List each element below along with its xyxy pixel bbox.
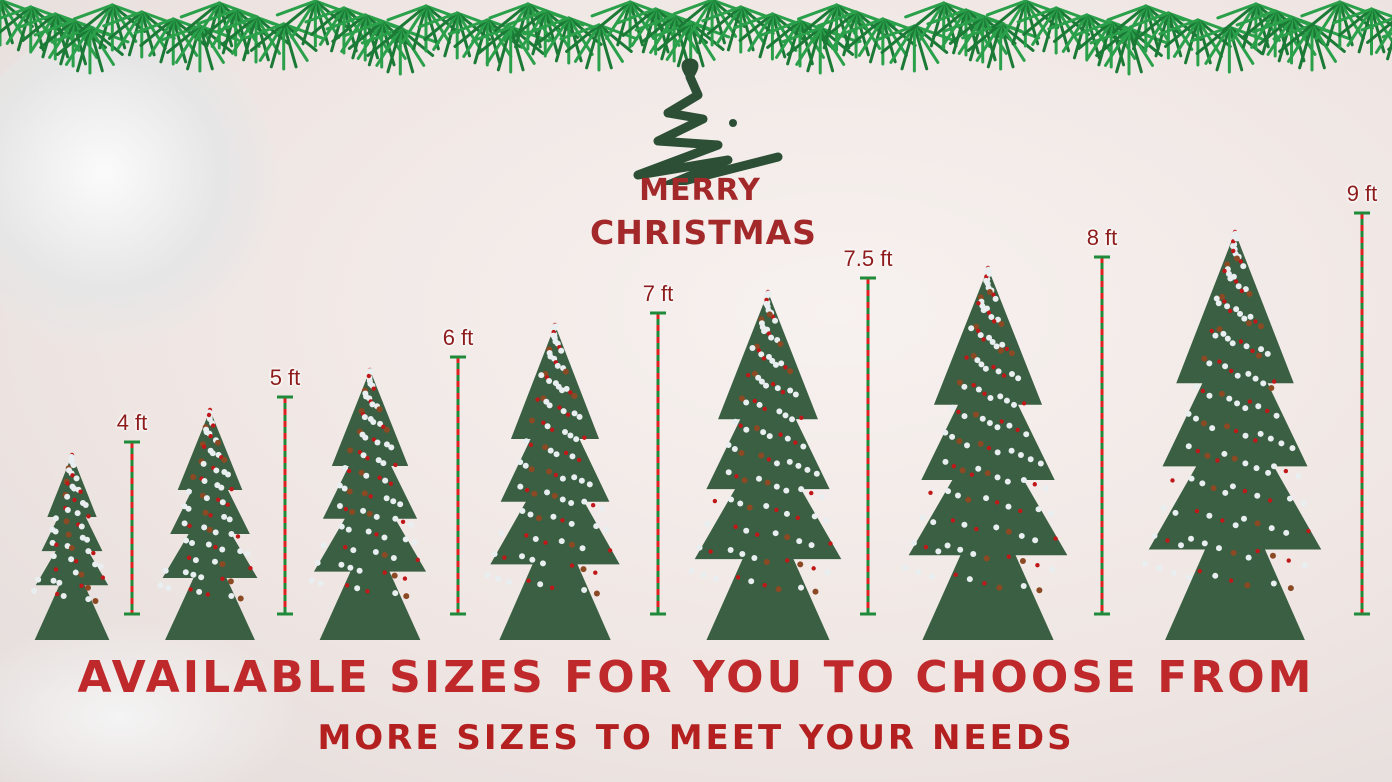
height-ruler bbox=[860, 276, 876, 616]
scribble-tree-icon bbox=[633, 58, 783, 190]
size-label: 7 ft bbox=[642, 281, 674, 306]
candles-decoration bbox=[0, 620, 300, 782]
height-ruler bbox=[650, 311, 666, 616]
pine-garland-decoration bbox=[0, 0, 1392, 76]
logo-line1: MERRY bbox=[639, 173, 761, 208]
christmas-tree-7ft bbox=[484, 322, 620, 640]
christmas-tree-4ft bbox=[31, 452, 110, 640]
white-rose-decoration bbox=[0, 20, 280, 360]
size-label: 8 ft bbox=[1086, 225, 1118, 250]
christmas-tree-9ft bbox=[1141, 229, 1322, 640]
logo-line2: CHRISTMAS bbox=[590, 213, 817, 252]
height-ruler bbox=[1354, 211, 1370, 616]
christmas-tree-5ft bbox=[157, 407, 258, 640]
size-label: 4 ft bbox=[116, 410, 148, 435]
height-ruler bbox=[1094, 255, 1110, 616]
headline-title: AVAILABLE SIZES FOR YOU TO CHOOSE FROM bbox=[77, 652, 1315, 703]
size-label: 6 ft bbox=[442, 325, 474, 350]
headline-subtitle: MORE SIZES TO MEET YOUR NEEDS bbox=[317, 718, 1075, 758]
christmas-tree-6ft bbox=[308, 367, 427, 640]
size-label: 9 ft bbox=[1346, 181, 1378, 206]
christmas-tree-7.5ft bbox=[688, 289, 842, 640]
height-ruler bbox=[450, 355, 466, 616]
height-ruler bbox=[124, 440, 140, 616]
height-ruler bbox=[277, 395, 293, 616]
merry-christmas-logo: MERRY CHRISTMAS bbox=[590, 55, 817, 260]
size-label: 5 ft bbox=[269, 365, 301, 390]
size-label: 7.5 ft bbox=[843, 246, 893, 271]
trees-and-rulers bbox=[31, 211, 1370, 640]
christmas-tree-8ft bbox=[902, 265, 1068, 640]
